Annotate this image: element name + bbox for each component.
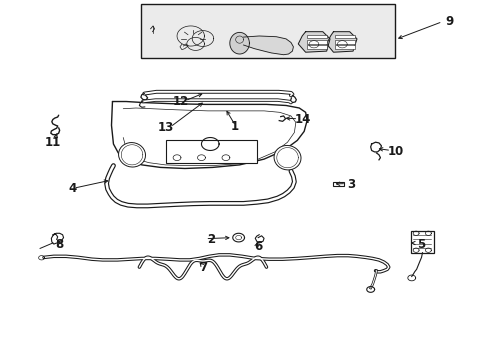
Ellipse shape — [273, 145, 301, 170]
Bar — [334, 35, 354, 38]
Bar — [334, 40, 354, 44]
Polygon shape — [298, 32, 329, 52]
Bar — [333, 182, 344, 186]
Text: 3: 3 — [346, 178, 354, 191]
Text: 14: 14 — [294, 113, 311, 126]
Text: 8: 8 — [56, 238, 63, 251]
Ellipse shape — [118, 143, 145, 167]
Text: 5: 5 — [417, 238, 425, 251]
Text: 11: 11 — [44, 136, 61, 149]
Text: 10: 10 — [387, 145, 404, 158]
Text: 4: 4 — [68, 183, 76, 195]
Text: 2: 2 — [207, 233, 215, 246]
Bar — [306, 45, 326, 49]
Text: 1: 1 — [230, 120, 238, 133]
Polygon shape — [326, 32, 356, 52]
Bar — [306, 40, 326, 44]
Bar — [334, 45, 354, 49]
Text: 7: 7 — [199, 261, 206, 274]
Text: 13: 13 — [158, 121, 174, 134]
Polygon shape — [243, 36, 293, 55]
Text: 9: 9 — [445, 15, 453, 28]
Polygon shape — [229, 32, 249, 54]
Bar — [166, 140, 256, 163]
Bar — [306, 35, 326, 38]
Text: 6: 6 — [254, 240, 262, 253]
Bar — [410, 231, 433, 253]
Text: 12: 12 — [172, 95, 189, 108]
Bar — [141, 4, 394, 58]
